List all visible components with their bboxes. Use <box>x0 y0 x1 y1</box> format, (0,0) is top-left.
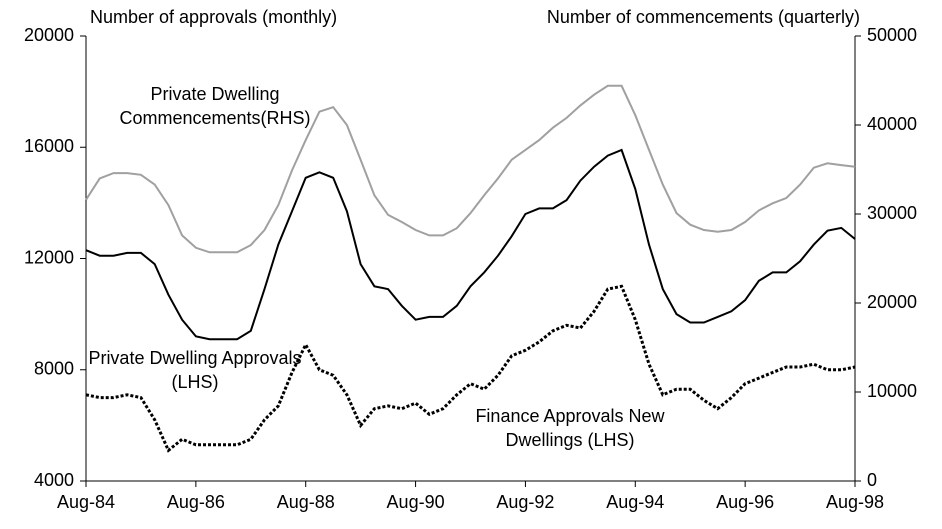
y2-axis-title: Number of commencements (quarterly) <box>547 7 860 27</box>
x-tick-label: Aug-92 <box>496 492 554 512</box>
y2-tick-label: 20000 <box>867 292 917 312</box>
y2-tick-label: 10000 <box>867 381 917 401</box>
series-label: Finance Approvals New Dwellings (LHS) <box>475 406 665 450</box>
series-line <box>85 148 856 341</box>
y-axis-title: Number of approvals (monthly) <box>90 7 337 27</box>
y2-tick-label: 40000 <box>867 114 917 134</box>
x-tick-label: Aug-88 <box>277 492 335 512</box>
x-tick-label: Aug-90 <box>387 492 445 512</box>
y-tick-label: 16000 <box>24 136 74 156</box>
x-tick-label: Aug-94 <box>606 492 664 512</box>
y-tick-label: 4000 <box>34 470 74 490</box>
x-tick-label: Aug-86 <box>167 492 225 512</box>
y2-tick-label: 50000 <box>867 25 917 45</box>
series-label: Private Dwelling Commencements(RHS) <box>119 84 311 128</box>
y-tick-label: 8000 <box>34 359 74 379</box>
y2-tick-label: 30000 <box>867 203 917 223</box>
series-line <box>85 84 856 254</box>
x-tick-label: Aug-96 <box>716 492 774 512</box>
y-tick-label: 20000 <box>24 25 74 45</box>
y-tick-label: 12000 <box>24 247 74 267</box>
x-tick-label: Aug-84 <box>57 492 115 512</box>
x-tick-label: Aug-98 <box>826 492 884 512</box>
series-label: Private Dwelling Approvals (LHS) <box>88 348 302 392</box>
y2-tick-label: 0 <box>867 470 877 490</box>
series-line <box>85 284 856 453</box>
